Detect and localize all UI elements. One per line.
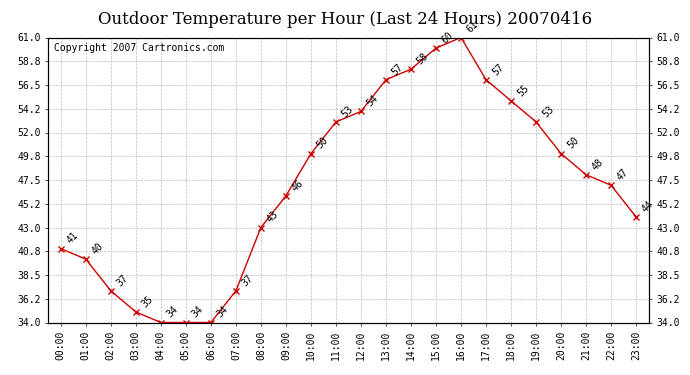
Text: 34: 34 (215, 304, 230, 320)
Text: 47: 47 (615, 167, 631, 183)
Text: 44: 44 (640, 199, 656, 214)
Text: Copyright 2007 Cartronics.com: Copyright 2007 Cartronics.com (55, 43, 225, 53)
Text: 46: 46 (290, 178, 306, 193)
Text: 34: 34 (165, 304, 180, 320)
Text: 34: 34 (190, 304, 206, 320)
Text: 57: 57 (490, 62, 506, 77)
Text: 40: 40 (90, 241, 106, 256)
Text: 43: 43 (265, 209, 280, 225)
Text: 35: 35 (140, 294, 155, 309)
Text: 48: 48 (590, 157, 606, 172)
Text: 53: 53 (340, 104, 355, 119)
Text: 58: 58 (415, 51, 431, 66)
Text: 37: 37 (115, 273, 130, 288)
Text: 55: 55 (515, 82, 531, 98)
Text: Outdoor Temperature per Hour (Last 24 Hours) 20070416: Outdoor Temperature per Hour (Last 24 Ho… (98, 11, 592, 28)
Text: 53: 53 (540, 104, 555, 119)
Text: 60: 60 (440, 30, 455, 45)
Text: 57: 57 (390, 62, 406, 77)
Text: 50: 50 (565, 135, 580, 151)
Text: 41: 41 (65, 231, 80, 246)
Text: 37: 37 (240, 273, 255, 288)
Text: 54: 54 (365, 93, 380, 109)
Text: 61: 61 (465, 20, 480, 35)
Text: 50: 50 (315, 135, 331, 151)
